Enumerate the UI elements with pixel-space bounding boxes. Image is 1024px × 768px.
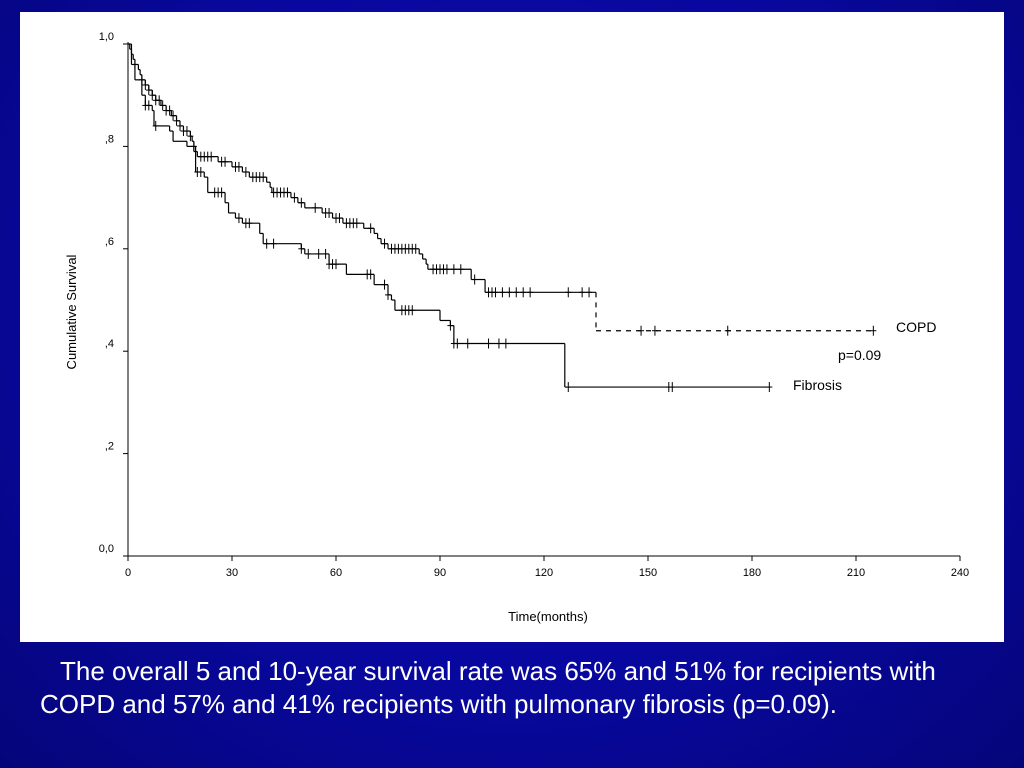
y-tick-label: ,2 [105,441,114,453]
y-tick-label: ,4 [105,338,114,350]
x-tick-label: 0 [125,567,131,579]
x-tick-label: 30 [226,567,238,579]
slide-caption: The overall 5 and 10-year survival rate … [40,656,936,719]
y-tick-label: ,6 [105,236,114,248]
series-layer [128,43,877,393]
x-tick-label: 120 [535,567,553,579]
y-tick-label: 1,0 [99,31,114,43]
y-tick-label: 0,0 [99,543,114,555]
survival-chart: 0 30 60 90 120 150 180 210 240 0,0 ,2 ,4 ,6 ,8 1,0 Cum… [64,31,969,624]
y-tick-label: ,8 [105,133,114,145]
x-tick-label: 150 [639,567,657,579]
legend-label-fibrosis: Fibrosis [793,377,842,393]
x-axis-title: Time(months) [508,609,588,624]
x-tick-label: 180 [743,567,761,579]
x-tick-label: 60 [330,567,342,579]
series-fibrosis [128,43,773,393]
legend-label-copd: COPD [896,319,936,335]
p-value-annotation: p=0.09 [838,347,881,363]
x-tick-label: 210 [847,567,865,579]
labels-layer: Cumulative Survival Time(months) COPD p=… [64,254,936,624]
y-axis-title: Cumulative Survival [64,254,79,369]
series-copd [128,43,877,336]
x-tick-label: 90 [434,567,446,579]
x-tick-label: 240 [951,567,969,579]
figure-panel: 0 30 60 90 120 150 180 210 240 0,0 ,2 ,4 ,6 ,8 1,0 Cum… [20,12,1004,642]
axes: 0 30 60 90 120 150 180 210 240 0,0 ,2 ,4 ,6 ,8 1,0 [99,31,969,579]
